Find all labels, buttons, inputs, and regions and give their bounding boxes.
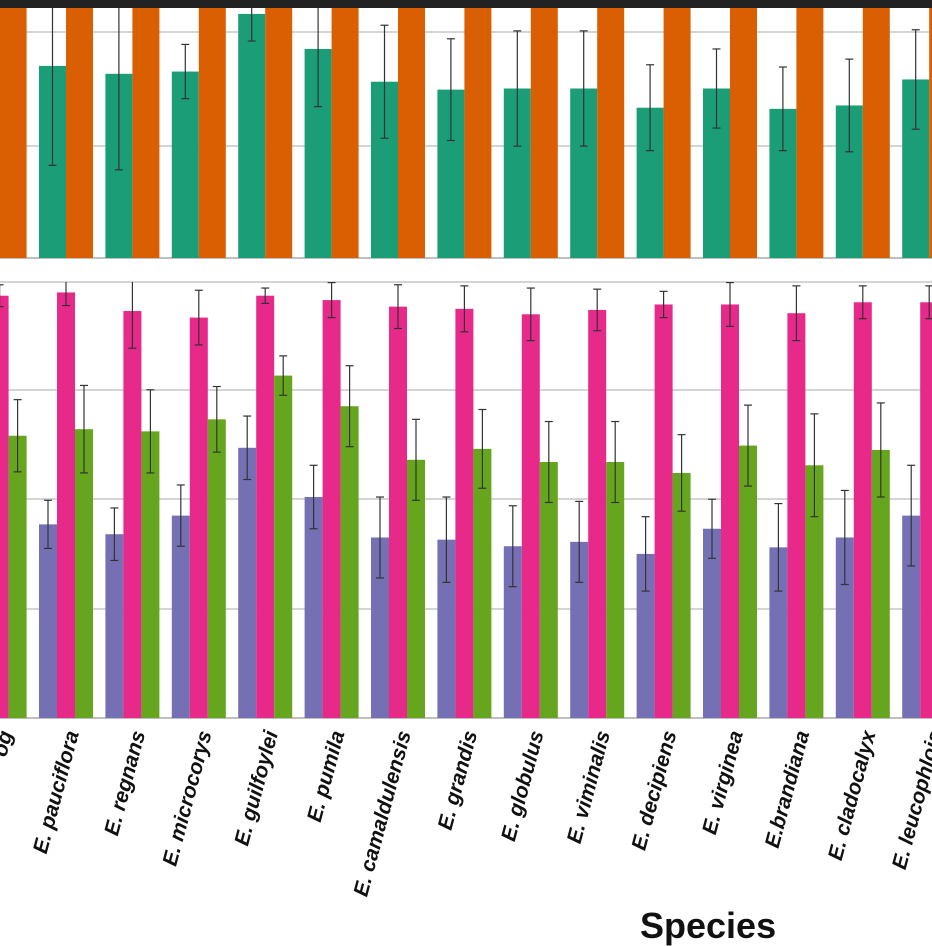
bar [238,13,266,259]
bar [57,292,75,718]
bar [787,313,806,718]
bar [871,449,890,718]
bar [796,8,824,258]
bar [171,71,199,258]
bottom-panel [0,281,932,719]
x-tick-label: E. grandis [434,728,482,832]
bar [171,515,190,718]
bar [805,465,824,718]
bar [654,304,673,718]
bar [189,317,208,718]
bar [929,8,932,258]
bar [0,8,27,258]
bar [570,541,589,718]
bar [588,309,607,718]
bar [663,8,691,258]
bar [455,308,474,718]
bar [123,311,142,718]
x-tick-label: E. globulus [497,728,549,843]
bar [389,306,407,718]
bar [739,445,757,718]
bar [503,546,522,718]
bar [473,448,492,718]
bar [539,462,558,718]
x-tick-label: og [0,728,17,759]
bar [331,8,359,258]
bar [636,553,655,718]
bar [322,300,341,718]
bar [238,447,257,718]
x-tick-labels: og E. pauciflora E. regnans E. microcorys E.… [0,727,932,899]
bar [853,302,872,718]
x-tick-label: E. virginea [698,728,748,837]
bar [8,435,27,718]
x-tick-label: E. camaldulensis [350,728,416,899]
bar [464,8,492,258]
bar [521,314,540,718]
window-top-bar [0,0,932,8]
bar [730,8,757,258]
bar [39,524,57,718]
bar [769,547,788,718]
top-panel [0,8,932,259]
bar [606,462,625,718]
x-tick-label: E. cladocalyx [824,727,881,863]
bar [265,8,293,258]
bar [371,537,389,718]
x-tick-label: E. pumila [303,728,349,824]
bar [141,431,160,718]
bar [274,375,293,718]
bar [75,429,93,718]
bar [132,8,160,258]
bar [340,406,359,718]
x-tick-label: E. microcorys [158,728,216,868]
x-tick-label: E. viminalis [563,728,615,846]
bar [198,8,226,258]
bar [530,8,558,258]
x-tick-label: E. leucophloia [888,728,932,872]
x-axis-label: Species [640,905,776,946]
bar [835,537,854,718]
bar [105,534,124,718]
x-tick-label: E.brandiana [761,728,814,850]
bar [721,304,739,718]
bar [862,8,890,258]
bar [703,528,721,718]
bar [207,419,226,718]
bar [902,515,921,718]
bar [256,295,275,718]
x-tick-label: E. regnans [100,728,150,838]
bar [437,539,456,718]
bar [672,472,691,718]
bar [0,295,9,718]
bar [920,302,932,718]
bar [66,8,93,258]
bar [597,8,625,258]
bar [398,8,425,258]
x-tick-label: E. pauciflora [29,728,84,856]
x-tick-label: E. decipiens [627,728,681,852]
bar [407,459,425,718]
bar [304,497,323,718]
x-tick-label: E. guilfoylei [230,727,283,848]
